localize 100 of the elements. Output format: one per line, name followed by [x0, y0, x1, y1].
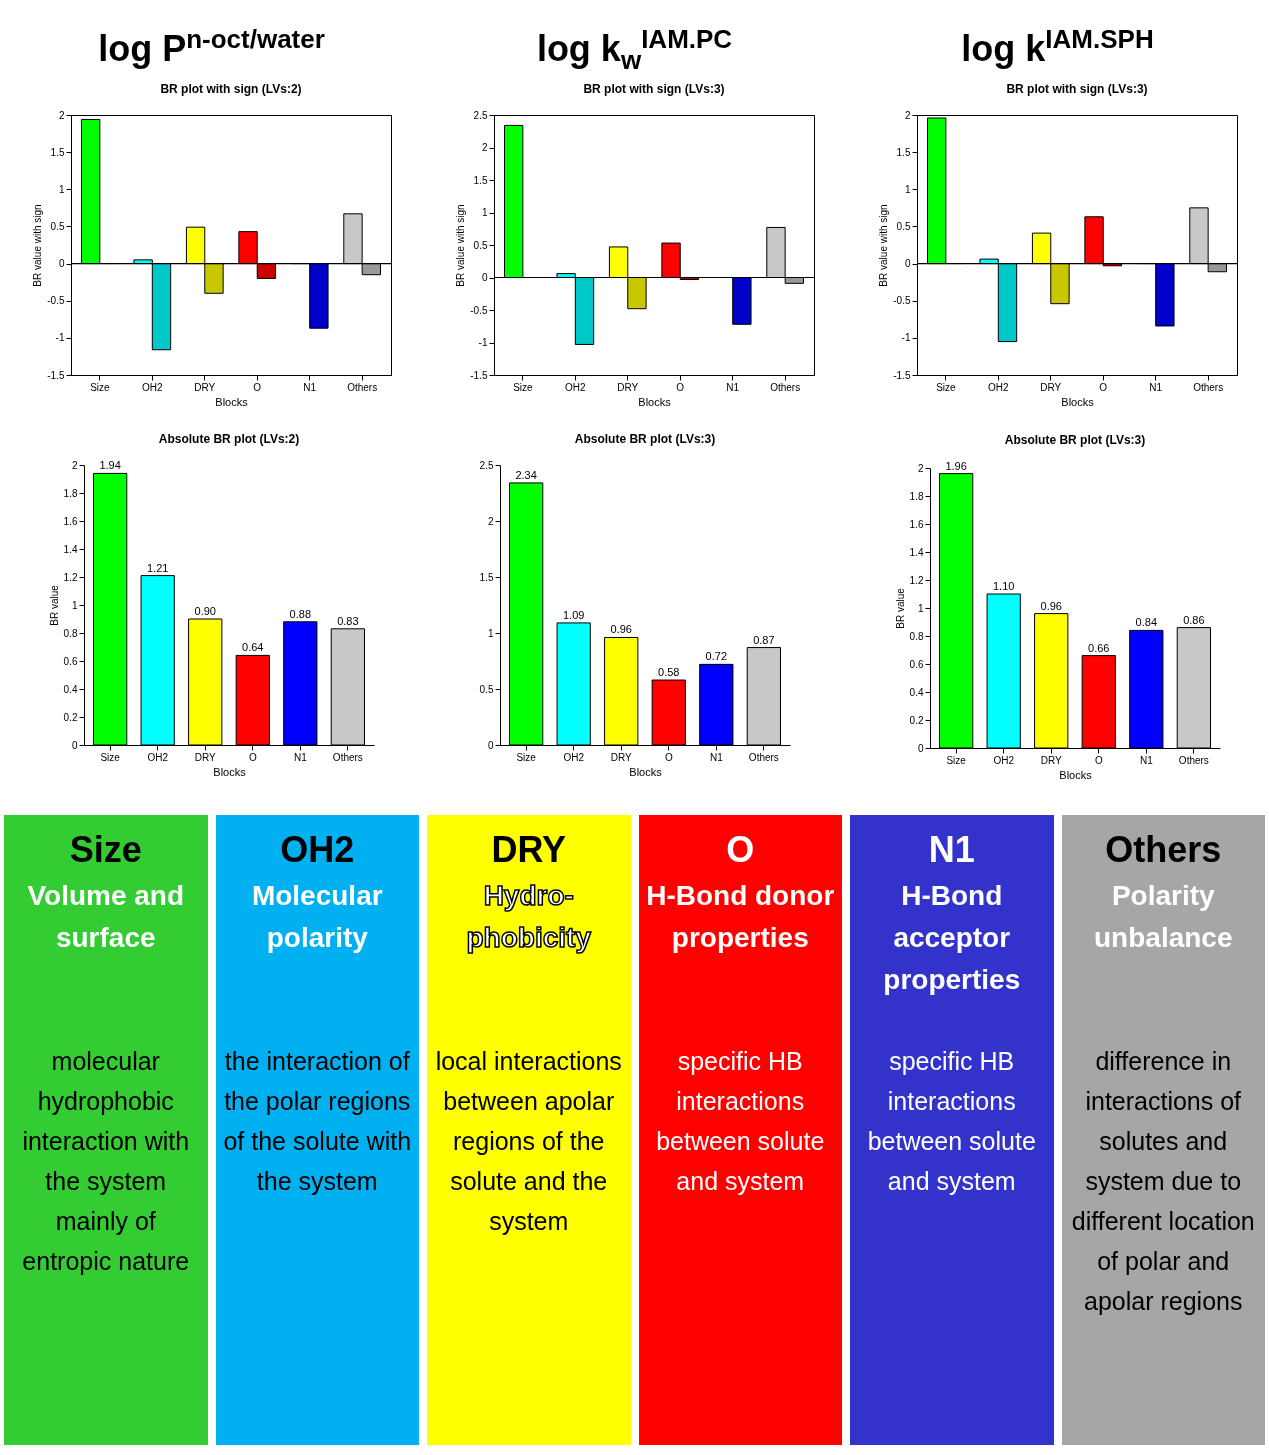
x-tick-label: Size — [100, 751, 121, 763]
y-tick-label: 0.5 — [473, 239, 488, 251]
y-tick-label: 2.5 — [479, 459, 494, 471]
x-tick-label: Others — [769, 381, 800, 393]
data-label: 2.34 — [515, 468, 537, 481]
text: H-Bond acceptor properties — [882, 879, 1022, 997]
y-tick-label: 0 — [487, 739, 494, 751]
y-tick-label: 0 — [58, 258, 65, 270]
data-label: 1.21 — [146, 561, 169, 574]
y-tick-label: 1 — [481, 207, 488, 218]
x-tick-label: O — [664, 751, 673, 763]
y-tick-label: 2 — [71, 459, 78, 471]
y-tick-label: 2 — [487, 515, 494, 527]
y-tick-label: 0.6 — [63, 655, 78, 667]
text: the interaction of the polar regions of the solute with the system — [222, 1046, 413, 1197]
x-tick-label: O — [248, 751, 257, 763]
y-axis-title: BR value — [48, 584, 60, 626]
text: H-Bond donor properties — [645, 879, 836, 955]
x-axis-title: Blocks — [637, 395, 671, 408]
x-tick-label: Size — [946, 754, 967, 766]
y-tick-label: -0.5 — [469, 304, 488, 316]
y-tick-label: 1.8 — [909, 490, 924, 502]
x-tick-label: DRY — [616, 381, 639, 393]
text: Others — [1104, 829, 1223, 871]
y-tick-label: 2 — [904, 109, 911, 121]
data-label: 0.58 — [658, 666, 680, 679]
x-tick-label: OH2 — [987, 381, 1009, 393]
x-tick-label: O — [675, 381, 684, 393]
x-tick-label: O — [1098, 381, 1107, 393]
y-tick-label: 0 — [481, 272, 488, 283]
x-tick-label: DRY — [193, 381, 216, 393]
x-tick-label: OH2 — [563, 751, 585, 763]
y-tick-label: 0.5 — [479, 683, 494, 695]
y-tick-label: 2 — [58, 109, 65, 121]
text: specific HB interactions between solute and system — [866, 1046, 1037, 1197]
x-tick-label: Others — [1192, 381, 1223, 393]
text: Size — [68, 829, 143, 871]
x-axis-title: Blocks — [629, 765, 663, 778]
data-label: 1.96 — [945, 459, 967, 472]
data-label: 0.96 — [1040, 599, 1062, 612]
y-tick-label: -0.5 — [892, 295, 911, 307]
x-tick-label: Size — [516, 751, 537, 763]
y-tick-label: 0 — [904, 258, 911, 270]
data-label: 0.72 — [705, 650, 728, 663]
x-tick-label: O — [1094, 754, 1103, 766]
y-axis-title: BR value — [894, 587, 906, 629]
x-tick-label: N1 — [302, 381, 317, 393]
text: specific HB interactions between solute and system — [655, 1046, 826, 1197]
y-tick-label: 0 — [71, 739, 78, 751]
data-label: 0.86 — [1183, 613, 1205, 626]
y-tick-label: -1 — [478, 337, 488, 348]
x-tick-label: O — [252, 381, 261, 393]
y-tick-label: 1 — [71, 599, 78, 611]
y-tick-label: 0.8 — [63, 627, 78, 639]
x-tick-label: DRY — [1039, 381, 1062, 393]
chart-subtitle: BR plot with sign (LVs:2) — [159, 82, 302, 96]
y-axis-title: BR value with sign — [877, 204, 889, 287]
x-axis-title: Blocks — [1059, 768, 1093, 781]
chart-title: log k$^{IAM.SPH}$ — [961, 23, 1154, 71]
x-tick-label: Others — [748, 751, 779, 763]
y-tick-label: 1.5 — [473, 174, 488, 186]
x-tick-label: Others — [1178, 754, 1209, 766]
x-tick-label: OH2 — [141, 381, 163, 393]
y-tick-label: 1.6 — [909, 518, 924, 530]
y-tick-label: 1 — [58, 183, 65, 195]
y-tick-label: 1.4 — [909, 546, 924, 558]
text: difference in interactions of solutes and system due to different location of polar and apolar regions — [1070, 1046, 1256, 1317]
text: Molecular polarity — [250, 879, 384, 955]
y-tick-label: 0.4 — [909, 686, 924, 698]
chart-title: log P$^{n-oct/water}$ — [98, 23, 325, 71]
y-tick-label: 1.5 — [896, 146, 911, 158]
y-tick-label: 1.2 — [63, 571, 78, 583]
y-tick-label: -1.5 — [892, 369, 911, 381]
y-tick-label: 1.2 — [909, 574, 924, 586]
x-axis-title: Blocks — [213, 765, 247, 778]
x-axis-title: Blocks — [1060, 395, 1094, 408]
y-tick-label: 1.4 — [63, 543, 78, 555]
text: local interactions between apolar regions of the solute and the system — [434, 1046, 623, 1237]
x-tick-label: DRY — [610, 751, 633, 763]
chart-title: Absolute BR plot (LVs:3) — [574, 432, 716, 446]
x-tick-label: OH2 — [147, 751, 169, 763]
y-tick-label: 1 — [487, 627, 494, 639]
data-label: 1.10 — [992, 580, 1015, 592]
text: Volume and surface — [26, 879, 186, 955]
data-label: 0.88 — [289, 607, 312, 620]
x-tick-label: Others — [346, 381, 377, 393]
chart-subtitle: BR plot with sign (LVs:3) — [1005, 82, 1148, 96]
y-tick-label: 0.8 — [909, 630, 924, 642]
text: N1 — [927, 829, 976, 871]
y-tick-label: -1.5 — [469, 369, 488, 381]
y-tick-label: 1.6 — [63, 515, 78, 527]
x-tick-label: DRY — [194, 751, 217, 763]
data-label: 0.87 — [753, 633, 775, 646]
y-tick-label: 0.5 — [50, 220, 65, 232]
y-tick-label: 1.8 — [63, 487, 78, 499]
x-tick-label: N1 — [725, 381, 740, 393]
y-tick-label: 2 — [917, 462, 924, 474]
data-label: 0.83 — [337, 614, 359, 627]
y-tick-label: 1 — [904, 183, 911, 195]
y-tick-label: -0.5 — [46, 295, 65, 307]
